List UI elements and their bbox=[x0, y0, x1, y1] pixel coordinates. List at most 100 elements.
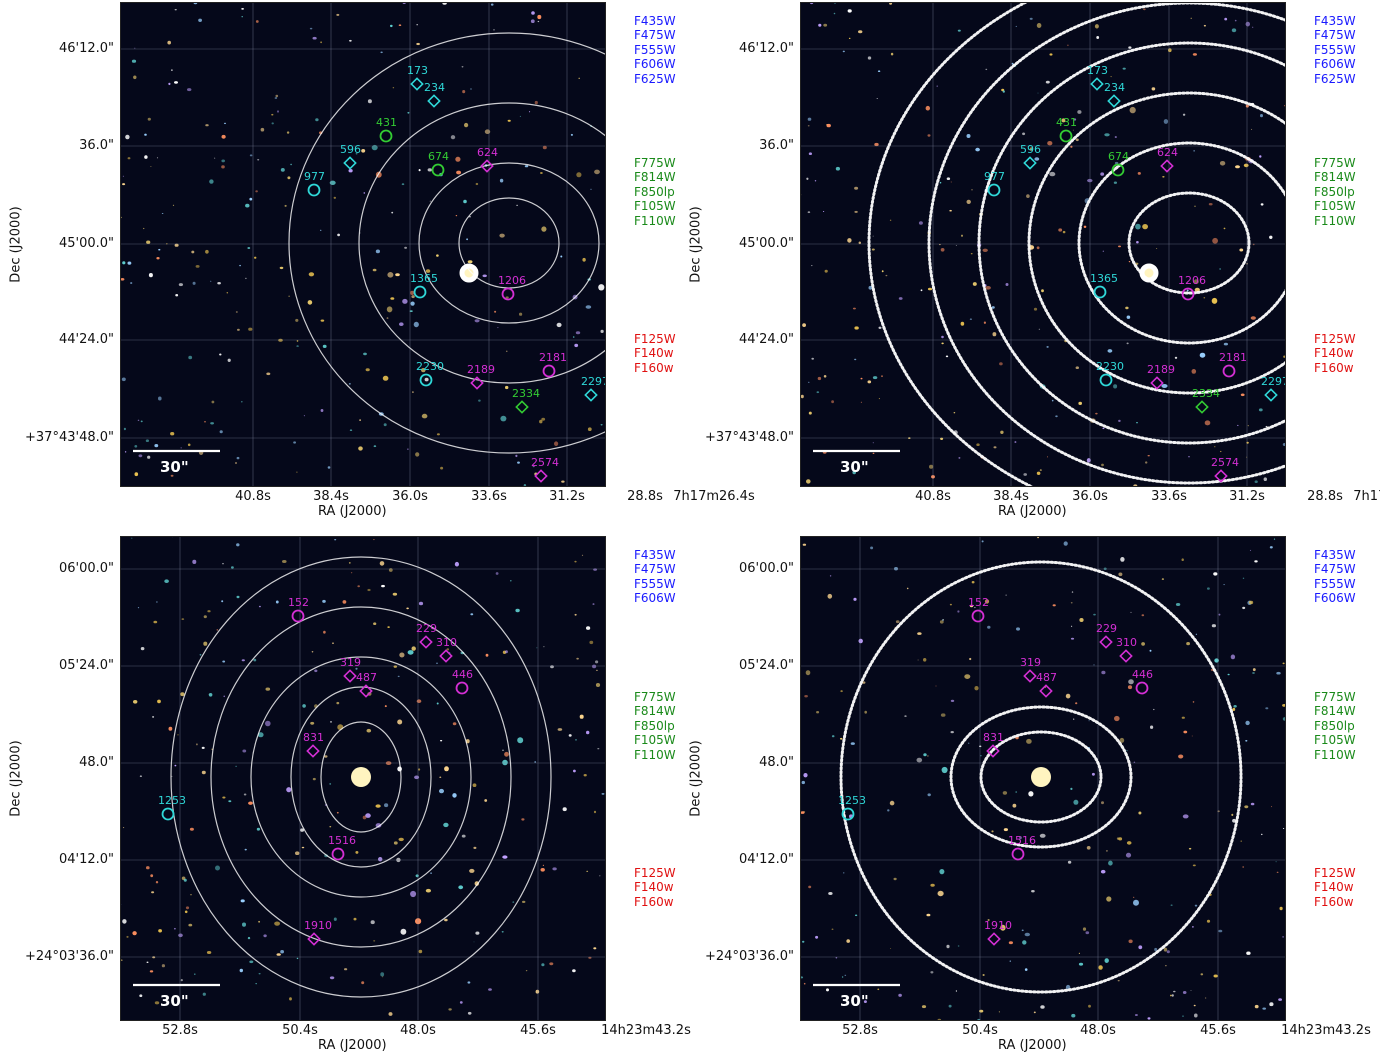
galaxy bbox=[276, 953, 281, 956]
galaxy bbox=[557, 728, 563, 731]
galaxy bbox=[383, 423, 387, 427]
galaxy bbox=[293, 441, 296, 444]
galaxy bbox=[210, 422, 214, 425]
galaxy bbox=[578, 77, 580, 79]
image-frame bbox=[120, 536, 606, 1021]
galaxy bbox=[221, 134, 226, 139]
filter-name: F555W bbox=[1314, 42, 1356, 57]
galaxy bbox=[271, 113, 274, 116]
galaxy bbox=[329, 826, 332, 828]
filter-group-blue: F435W F475W F555W F606W bbox=[634, 548, 676, 606]
galaxy bbox=[204, 421, 206, 423]
galaxy bbox=[1047, 456, 1048, 458]
galaxy bbox=[1093, 613, 1096, 616]
source-label: 1910 bbox=[304, 919, 332, 932]
galaxy bbox=[1245, 21, 1250, 27]
galaxy bbox=[1120, 557, 1125, 562]
galaxy bbox=[380, 972, 385, 977]
x-tick-label: 52.8s bbox=[162, 1023, 198, 1038]
galaxy bbox=[1275, 861, 1277, 863]
filter-name: F606W bbox=[634, 57, 676, 72]
galaxy bbox=[290, 163, 292, 166]
galaxy bbox=[1163, 119, 1169, 124]
galaxy bbox=[927, 793, 931, 797]
galaxy bbox=[576, 172, 582, 178]
galaxy bbox=[378, 857, 383, 862]
galaxy bbox=[122, 261, 126, 265]
galaxy bbox=[1190, 990, 1192, 991]
galaxy bbox=[858, 241, 861, 245]
source-marker bbox=[470, 376, 484, 390]
galaxy bbox=[1193, 150, 1195, 152]
galaxy bbox=[1151, 87, 1156, 91]
y-tick-label: 44'24.0" bbox=[58, 332, 114, 347]
filter-name: F160w bbox=[634, 894, 674, 909]
galaxy bbox=[180, 979, 183, 982]
galaxy bbox=[296, 957, 299, 960]
source-label: 2334 bbox=[512, 387, 540, 400]
galaxy bbox=[1096, 36, 1100, 39]
galaxy bbox=[600, 424, 603, 426]
galaxy bbox=[120, 278, 125, 281]
galaxy bbox=[835, 957, 838, 959]
source-marker bbox=[161, 807, 175, 821]
galaxy bbox=[122, 183, 126, 186]
source-marker bbox=[291, 609, 305, 623]
source-label: 229 bbox=[1096, 622, 1117, 635]
galaxy bbox=[1114, 715, 1120, 722]
galaxy bbox=[868, 285, 873, 290]
contour-line bbox=[358, 102, 606, 384]
galaxy bbox=[312, 777, 316, 781]
galaxy bbox=[927, 287, 933, 291]
galaxy bbox=[454, 561, 459, 567]
filter-name: F110W bbox=[634, 213, 676, 228]
galaxy bbox=[202, 992, 206, 996]
source-marker bbox=[1119, 649, 1133, 663]
source-marker bbox=[307, 183, 321, 197]
galaxy bbox=[594, 169, 600, 175]
galaxy bbox=[1219, 161, 1226, 166]
galaxy bbox=[534, 761, 537, 763]
galaxy bbox=[430, 872, 432, 874]
galaxy bbox=[921, 1005, 927, 1009]
galaxy bbox=[941, 766, 948, 774]
source-marker bbox=[1011, 847, 1025, 861]
galaxy bbox=[893, 877, 897, 881]
galaxy bbox=[992, 332, 997, 337]
galaxy bbox=[881, 375, 883, 378]
galaxy bbox=[1133, 899, 1139, 906]
galaxy bbox=[1145, 461, 1148, 464]
galaxy bbox=[286, 131, 290, 134]
galaxy bbox=[590, 188, 592, 190]
galaxy bbox=[950, 731, 954, 734]
galaxy bbox=[184, 910, 188, 914]
galaxy bbox=[240, 899, 245, 903]
galaxy bbox=[549, 962, 554, 966]
galaxy bbox=[808, 885, 812, 889]
galaxy bbox=[400, 928, 407, 935]
y-axis-label: Dec (J2000) bbox=[8, 739, 24, 817]
galaxy bbox=[358, 446, 363, 451]
galaxy bbox=[330, 721, 332, 723]
galaxy bbox=[898, 297, 903, 300]
galaxy bbox=[258, 920, 260, 923]
galaxy bbox=[329, 783, 332, 785]
galaxy bbox=[950, 181, 952, 183]
galaxy bbox=[413, 321, 419, 328]
galaxy bbox=[249, 197, 253, 201]
galaxy bbox=[1098, 965, 1103, 970]
galaxy bbox=[1183, 730, 1188, 734]
galaxy bbox=[964, 674, 971, 679]
galaxy bbox=[1223, 342, 1228, 346]
source-marker bbox=[1160, 159, 1174, 173]
galaxy bbox=[1182, 814, 1189, 819]
galaxy bbox=[361, 149, 366, 153]
galaxy bbox=[1188, 456, 1190, 458]
source-label: 234 bbox=[424, 81, 445, 94]
galaxy bbox=[524, 165, 529, 168]
galaxy bbox=[411, 646, 416, 651]
galaxy bbox=[257, 732, 264, 738]
galaxy bbox=[175, 294, 179, 297]
galaxy bbox=[802, 323, 806, 327]
galaxy bbox=[1073, 118, 1077, 121]
